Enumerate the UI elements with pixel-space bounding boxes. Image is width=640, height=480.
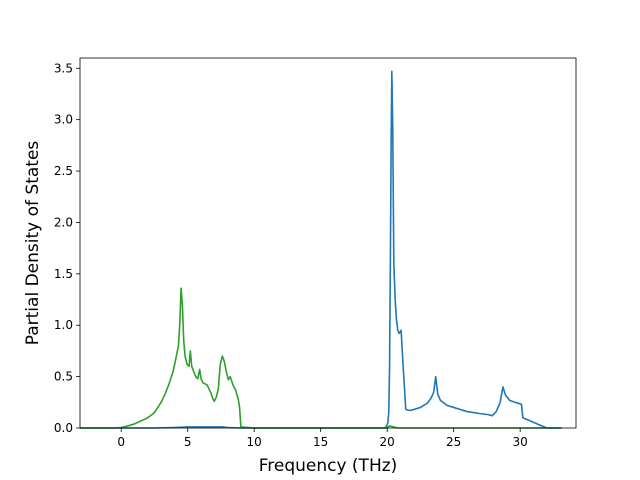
y-tick-label: 1.0 [54, 318, 73, 332]
plot-area [80, 58, 576, 428]
y-tick-label: 3.5 [54, 61, 73, 75]
x-tick-label: 5 [184, 435, 192, 449]
x-axis-label: Frequency (THz) [259, 456, 398, 476]
x-tick-label: 10 [247, 435, 262, 449]
x-tick-label: 30 [513, 435, 528, 449]
x-axis-ticks: 0 5 10 15 20 25 30 [117, 428, 528, 449]
y-tick-label: 3.0 [54, 113, 73, 127]
y-axis-ticks: 0.0 0.5 1.0 1.5 2.0 2.5 3.0 3.5 [54, 61, 80, 435]
x-tick-label: 15 [313, 435, 328, 449]
y-tick-label: 2.0 [54, 215, 73, 229]
x-tick-label: 0 [117, 435, 125, 449]
plot-frame [79, 57, 577, 429]
y-axis-label: Partial Density of States [23, 141, 43, 346]
x-tick-label: 20 [380, 435, 395, 449]
x-tick-label: 25 [446, 435, 461, 449]
y-tick-label: 0.0 [54, 421, 73, 435]
series-line-1 [80, 287, 562, 429]
y-tick-label: 0.5 [54, 370, 73, 384]
y-tick-label: 2.5 [54, 164, 73, 178]
y-tick-label: 1.5 [54, 267, 73, 281]
